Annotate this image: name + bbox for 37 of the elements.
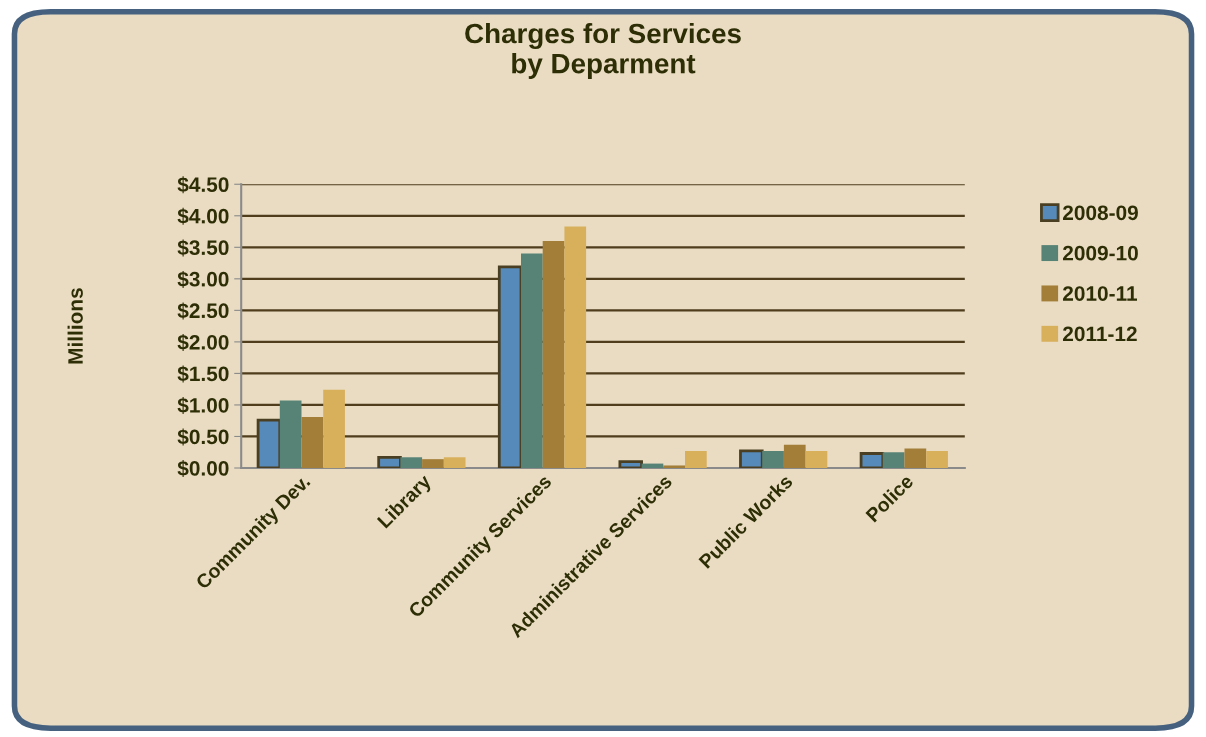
bar xyxy=(783,444,806,468)
legend-label: 2008-09 xyxy=(1062,205,1138,221)
y-tick-label: $4.50 xyxy=(177,176,229,194)
bar xyxy=(377,455,402,468)
bar xyxy=(520,253,543,468)
bar xyxy=(805,450,828,468)
bar xyxy=(904,448,927,468)
bar xyxy=(882,452,905,468)
bar xyxy=(859,452,885,468)
bar xyxy=(663,465,686,468)
bar xyxy=(301,416,324,468)
legend-label: 2009-10 xyxy=(1062,245,1138,261)
legend-label: 2010-11 xyxy=(1062,286,1137,301)
bar xyxy=(685,450,707,468)
y-tick-label: $1.00 xyxy=(177,397,229,415)
bar xyxy=(926,450,948,468)
y-tick-label: $2.00 xyxy=(177,333,229,351)
bar xyxy=(279,400,302,468)
y-tick-label: $4.00 xyxy=(177,207,229,225)
bar xyxy=(542,241,565,468)
y-tick-label: $3.50 xyxy=(177,239,229,257)
bar xyxy=(400,457,423,468)
bar xyxy=(762,450,784,468)
bar xyxy=(618,460,643,468)
y-tick-label: $2.50 xyxy=(177,302,229,320)
bar xyxy=(323,389,345,468)
y-tick-label: $0.50 xyxy=(177,428,229,446)
y-tick-label: $3.00 xyxy=(177,270,229,288)
chart-title: Charges for Services by Deparment xyxy=(465,22,741,79)
bar xyxy=(422,459,444,468)
y-tick-label: $0.00 xyxy=(177,460,229,478)
y-tick-label: $1.50 xyxy=(177,365,229,383)
legend-label: 2011-12 xyxy=(1062,326,1137,342)
bar xyxy=(443,457,466,468)
bar xyxy=(739,449,764,468)
bar xyxy=(564,226,587,468)
y-axis-title: Millions xyxy=(67,288,83,364)
